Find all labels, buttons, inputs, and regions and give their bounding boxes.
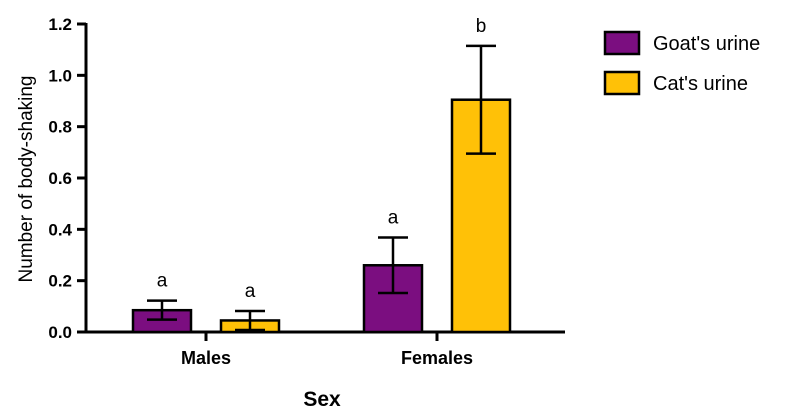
bars xyxy=(133,100,510,332)
y-tick-label: 0.6 xyxy=(48,169,72,188)
y-tick-label: 0.8 xyxy=(48,118,72,137)
legend-swatch xyxy=(605,72,639,94)
significance-letters: a a a b xyxy=(157,16,487,302)
y-axis: 0.0 0.2 0.4 0.6 0.8 1.0 1.2 xyxy=(48,15,86,342)
significance-letter: a xyxy=(157,271,168,292)
y-axis-label: Number of body-shaking xyxy=(16,76,37,283)
y-tick-label: 1.0 xyxy=(48,66,72,85)
significance-letter: b xyxy=(476,16,487,37)
error-bars xyxy=(147,46,496,330)
x-axis: Males Females xyxy=(85,332,565,368)
legend-swatch xyxy=(605,32,639,54)
y-tick-label: 1.2 xyxy=(48,15,72,34)
x-tick-label: Males xyxy=(181,348,231,368)
significance-letter: a xyxy=(245,281,256,302)
legend-label: Goat's urine xyxy=(653,33,760,55)
significance-letter: a xyxy=(388,208,399,229)
x-tick-label: Females xyxy=(401,348,473,368)
legend-label: Cat's urine xyxy=(653,73,748,95)
y-tick-label: 0.4 xyxy=(48,220,72,239)
legend: Goat's urine Cat's urine xyxy=(605,32,760,95)
x-axis-label: Sex xyxy=(303,388,341,411)
y-tick-label: 0.2 xyxy=(48,272,72,291)
y-tick-label: 0.0 xyxy=(48,323,72,342)
